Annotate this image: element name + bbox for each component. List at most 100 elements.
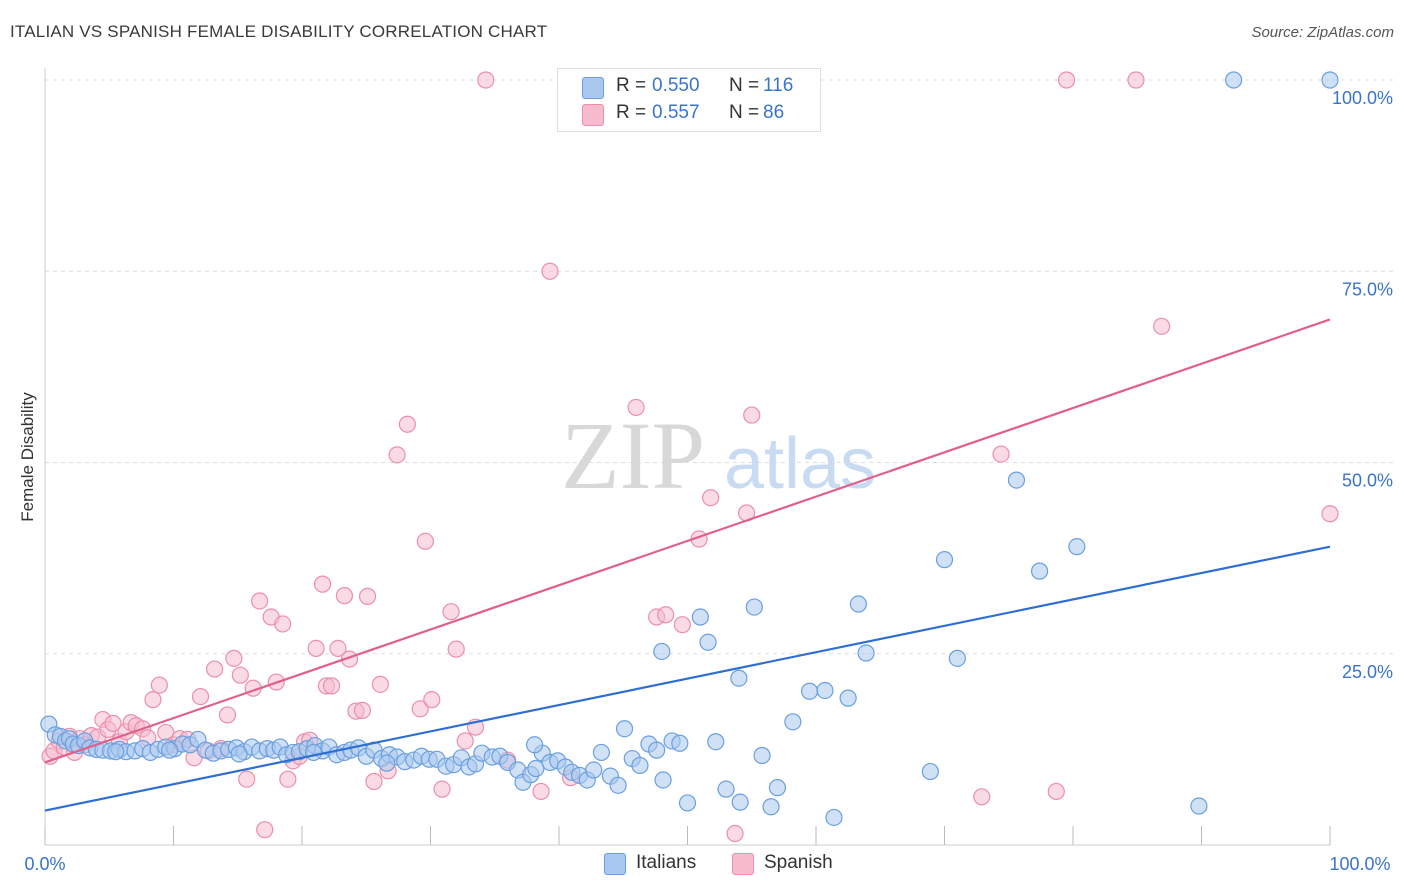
point-spanish xyxy=(218,706,237,724)
italians-legend-label: Italians xyxy=(636,852,697,873)
point-spanish xyxy=(532,782,550,801)
point-italians xyxy=(161,741,179,759)
point-spanish xyxy=(1153,317,1171,335)
point-italians xyxy=(717,780,735,798)
point-italians xyxy=(699,633,717,651)
spanish-legend-label: Spanish xyxy=(764,852,833,873)
point-italians xyxy=(654,771,672,789)
point-spanish xyxy=(353,701,371,719)
point-spanish xyxy=(256,821,274,839)
point-spanish xyxy=(388,446,406,464)
point-spanish xyxy=(313,575,332,593)
r-label: R = xyxy=(616,75,647,96)
point-spanish xyxy=(238,770,256,788)
point-spanish xyxy=(335,587,354,605)
spanish-legend-swatch xyxy=(732,853,754,875)
point-spanish xyxy=(657,606,675,624)
watermark: ZIP atlas xyxy=(561,402,876,509)
point-italians xyxy=(1321,71,1339,89)
point-spanish xyxy=(1057,71,1076,89)
point-italians xyxy=(1225,71,1243,89)
r-value-spanish: 0.557 xyxy=(652,102,700,123)
point-spanish xyxy=(973,788,991,806)
point-italians xyxy=(653,642,671,661)
chart-title: ITALIAN VS SPANISH FEMALE DISABILITY COR… xyxy=(10,22,548,41)
point-spanish xyxy=(477,71,495,89)
point-italians xyxy=(615,720,634,738)
point-italians xyxy=(378,754,396,772)
source-label: Source: ZipAtlas.com xyxy=(1251,24,1394,41)
point-italians xyxy=(948,649,966,667)
point-spanish xyxy=(447,640,465,658)
point-spanish xyxy=(371,675,389,693)
point-italians xyxy=(609,776,627,794)
point-italians xyxy=(525,736,544,754)
watermark-zip: ZIP xyxy=(561,402,705,509)
point-italians xyxy=(921,762,939,781)
point-italians xyxy=(230,745,248,763)
point-spanish xyxy=(104,714,122,732)
point-spanish xyxy=(398,415,416,433)
n-value-spanish: 86 xyxy=(763,102,785,123)
point-spanish xyxy=(307,639,325,657)
point-spanish xyxy=(358,587,377,605)
point-spanish xyxy=(1047,782,1065,801)
point-spanish xyxy=(992,445,1010,463)
point-italians xyxy=(527,759,545,778)
trendline-spanish xyxy=(44,318,1331,764)
point-italians xyxy=(849,595,868,613)
point-spanish xyxy=(442,603,460,621)
y-axis-label: Female Disability xyxy=(18,392,37,522)
point-spanish xyxy=(456,732,474,750)
y-tick-label: 75.0% xyxy=(1342,279,1393,299)
point-italians xyxy=(745,598,763,616)
point-spanish xyxy=(279,770,297,788)
point-spanish xyxy=(250,592,269,610)
point-italians xyxy=(784,713,802,731)
point-spanish xyxy=(627,398,645,417)
point-italians xyxy=(816,681,834,700)
point-spanish xyxy=(206,660,224,678)
point-italians xyxy=(707,733,725,751)
point-italians xyxy=(1068,538,1086,556)
point-italians xyxy=(825,808,843,827)
point-spanish xyxy=(702,489,720,507)
point-italians xyxy=(107,743,125,761)
point-italians xyxy=(671,734,689,752)
point-italians xyxy=(839,689,857,707)
point-spanish xyxy=(144,691,162,709)
point-italians xyxy=(800,682,819,700)
series-legend: Italians Spanish xyxy=(0,851,1406,879)
point-italians xyxy=(1030,562,1049,580)
point-spanish xyxy=(411,700,429,718)
point-italians xyxy=(1007,471,1026,489)
point-italians xyxy=(753,746,771,765)
point-italians xyxy=(304,743,323,762)
point-italians xyxy=(935,551,954,569)
point-spanish xyxy=(726,824,744,843)
point-spanish xyxy=(1127,71,1145,89)
x-tick-label-min: 0.0% xyxy=(24,854,65,874)
point-italians xyxy=(730,669,748,687)
point-italians xyxy=(731,793,749,811)
axes xyxy=(44,68,1331,846)
y-tick-label: 50.0% xyxy=(1342,471,1393,491)
trend-lines xyxy=(44,318,1331,812)
point-italians xyxy=(592,743,611,762)
point-italians xyxy=(585,761,603,779)
n-label: N = xyxy=(729,102,760,123)
n-label: N = xyxy=(729,75,760,96)
point-spanish xyxy=(322,677,341,695)
point-spanish xyxy=(743,406,761,424)
series-italians-points xyxy=(40,71,1339,827)
axis-labels: 25.0% 50.0% 75.0% 100.0% 0.0% 100.0% xyxy=(24,88,1393,874)
point-spanish xyxy=(150,676,168,694)
point-italians xyxy=(648,741,666,759)
point-spanish xyxy=(673,616,691,634)
y-tick-label: 25.0% xyxy=(1342,662,1393,682)
spanish-swatch xyxy=(582,104,604,126)
point-spanish xyxy=(191,687,210,706)
point-spanish xyxy=(1321,505,1339,523)
r-value-italians: 0.550 xyxy=(652,75,700,96)
